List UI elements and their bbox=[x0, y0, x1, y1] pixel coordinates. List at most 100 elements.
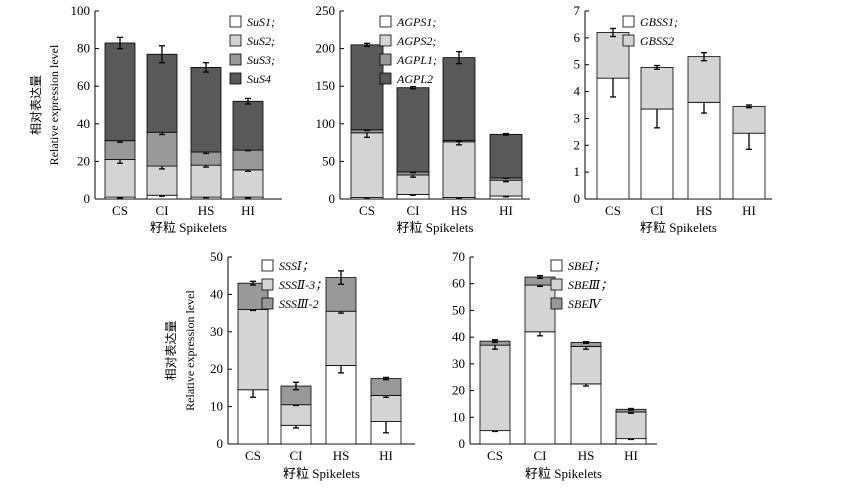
bar-segment bbox=[524, 331, 556, 445]
y-tick-label: 50 bbox=[322, 153, 335, 168]
bar-segment bbox=[190, 164, 222, 198]
legend-label: SSSⅢ-2 bbox=[279, 297, 319, 311]
y-tick-label: 30 bbox=[210, 324, 223, 339]
bar-stack-HS bbox=[325, 270, 357, 445]
panel-1: 0 20 40 60 80 100 CS CI HS HI 籽粒 Spikelets 相对表达量 Rel… bbox=[29, 3, 282, 235]
legend-swatch bbox=[379, 34, 392, 47]
y-tick-label: 60 bbox=[77, 78, 90, 93]
y-tick-label: 40 bbox=[452, 329, 465, 344]
x-tick-label: CI bbox=[290, 448, 303, 463]
legend-label: SuS4 bbox=[247, 72, 271, 86]
legend: SuS1; SuS2; SuS3; SuS4 bbox=[229, 15, 275, 86]
y-tick-label: 0 bbox=[329, 191, 336, 206]
bar-segment bbox=[325, 310, 357, 366]
bar-stack-HS bbox=[687, 51, 721, 200]
bar-segment bbox=[640, 67, 674, 110]
bar-segment bbox=[237, 389, 269, 445]
legend-label: AGPS2; bbox=[396, 34, 436, 48]
bar-segment bbox=[396, 87, 430, 173]
y-tick-label: 50 bbox=[452, 302, 465, 317]
legend-label: SuS3; bbox=[247, 53, 275, 67]
legend: SSSⅠ； SSSⅡ-3； SSSⅢ-2 bbox=[261, 259, 327, 311]
legend-swatch bbox=[229, 72, 242, 85]
legend-label: SSSⅡ-3； bbox=[279, 278, 327, 292]
y-tick-label: 30 bbox=[452, 356, 465, 371]
y-tick-label: 250 bbox=[316, 3, 336, 18]
legend-swatch bbox=[261, 278, 274, 291]
bar-segment bbox=[104, 42, 136, 142]
x-tick-label: CI bbox=[651, 203, 664, 218]
x-tick-label: HS bbox=[198, 203, 215, 218]
legend-label: SuS1; bbox=[247, 15, 275, 29]
x-tick-label: HS bbox=[333, 448, 350, 463]
bar-stack-CS bbox=[237, 280, 269, 445]
bar-segment bbox=[190, 67, 222, 153]
bar-segment bbox=[104, 140, 136, 160]
legend-label: GBSS2 bbox=[640, 34, 674, 48]
bar-segment bbox=[687, 56, 721, 103]
y-axis-title-en: Relative expression level bbox=[47, 44, 61, 165]
x-axis-title: 籽粒 Spikelets bbox=[397, 220, 474, 235]
bar-segment bbox=[442, 141, 476, 198]
y-tick-label: 0 bbox=[574, 191, 581, 206]
y-tick-label: 20 bbox=[452, 383, 465, 398]
legend-swatch bbox=[622, 34, 635, 47]
bar-segment bbox=[350, 44, 384, 131]
bar-stack-HS bbox=[570, 341, 602, 445]
bar-segment bbox=[396, 174, 430, 195]
bar-stack-HS bbox=[190, 62, 222, 200]
x-tick-label: HS bbox=[451, 203, 468, 218]
legend-label: AGPL2 bbox=[396, 72, 433, 86]
legend-label: SBEⅢ； bbox=[568, 278, 612, 292]
y-axis-title-cn: 相对表达量 bbox=[29, 75, 43, 135]
y-tick-label: 50 bbox=[210, 249, 223, 264]
panel-4: 0 10 20 30 40 50 CS CI HS HI 籽粒 Spikelets 相对表达量 Rela… bbox=[164, 249, 415, 481]
x-tick-label: CS bbox=[605, 203, 621, 218]
bar-segment bbox=[570, 383, 602, 445]
y-tick-label: 5 bbox=[574, 57, 581, 72]
bar-segment bbox=[237, 308, 269, 391]
x-tick-label: HI bbox=[624, 448, 638, 463]
x-tick-label: HS bbox=[696, 203, 713, 218]
legend-label: GBSS1; bbox=[640, 15, 678, 29]
legend-label: SBEⅠ； bbox=[568, 259, 605, 273]
legend-label: AGPL1; bbox=[396, 53, 437, 67]
legend-label: SuS2; bbox=[247, 34, 275, 48]
bar-segment bbox=[489, 179, 523, 197]
panel-3: 0 1 2 3 4 5 6 7 CS CI HS HI 籽粒 Spikelets GBSS1; GBSS2 bbox=[574, 3, 772, 235]
x-tick-label: HI bbox=[241, 203, 255, 218]
bar-stack-HS bbox=[442, 50, 476, 200]
y-tick-label: 80 bbox=[77, 41, 90, 56]
bar-stack-CS bbox=[596, 27, 630, 200]
bar-segment bbox=[350, 132, 384, 198]
legend-swatch bbox=[261, 297, 274, 310]
y-tick-label: 150 bbox=[316, 78, 336, 93]
y-tick-label: 7 bbox=[574, 3, 581, 18]
bar-segment bbox=[479, 430, 511, 445]
x-tick-label: CS bbox=[487, 448, 503, 463]
x-tick-label: CI bbox=[156, 203, 169, 218]
x-tick-label: HI bbox=[379, 448, 393, 463]
bar-segment bbox=[479, 344, 511, 432]
bar-segment bbox=[570, 346, 602, 385]
x-tick-label: CS bbox=[245, 448, 261, 463]
bar-stack-CI bbox=[146, 45, 178, 200]
legend-swatch bbox=[229, 34, 242, 47]
y-tick-label: 100 bbox=[71, 3, 91, 18]
bar-segment bbox=[524, 284, 556, 333]
bar-stack-CI bbox=[396, 85, 430, 200]
bar-segment bbox=[442, 57, 476, 141]
y-tick-label: 6 bbox=[574, 30, 581, 45]
y-tick-label: 4 bbox=[574, 84, 581, 99]
legend: AGPS1; AGPS2; AGPL1; AGPL2 bbox=[379, 15, 437, 86]
bar-segment bbox=[146, 165, 178, 196]
bar-stack-CI bbox=[280, 381, 312, 445]
bar-segment bbox=[232, 149, 264, 171]
bar-stack-HI bbox=[370, 376, 402, 445]
bar-stack-CS bbox=[104, 36, 136, 200]
bar-segment bbox=[325, 365, 357, 445]
legend: GBSS1; GBSS2 bbox=[622, 15, 678, 48]
bar-segment bbox=[732, 105, 766, 134]
legend-swatch bbox=[622, 15, 635, 28]
